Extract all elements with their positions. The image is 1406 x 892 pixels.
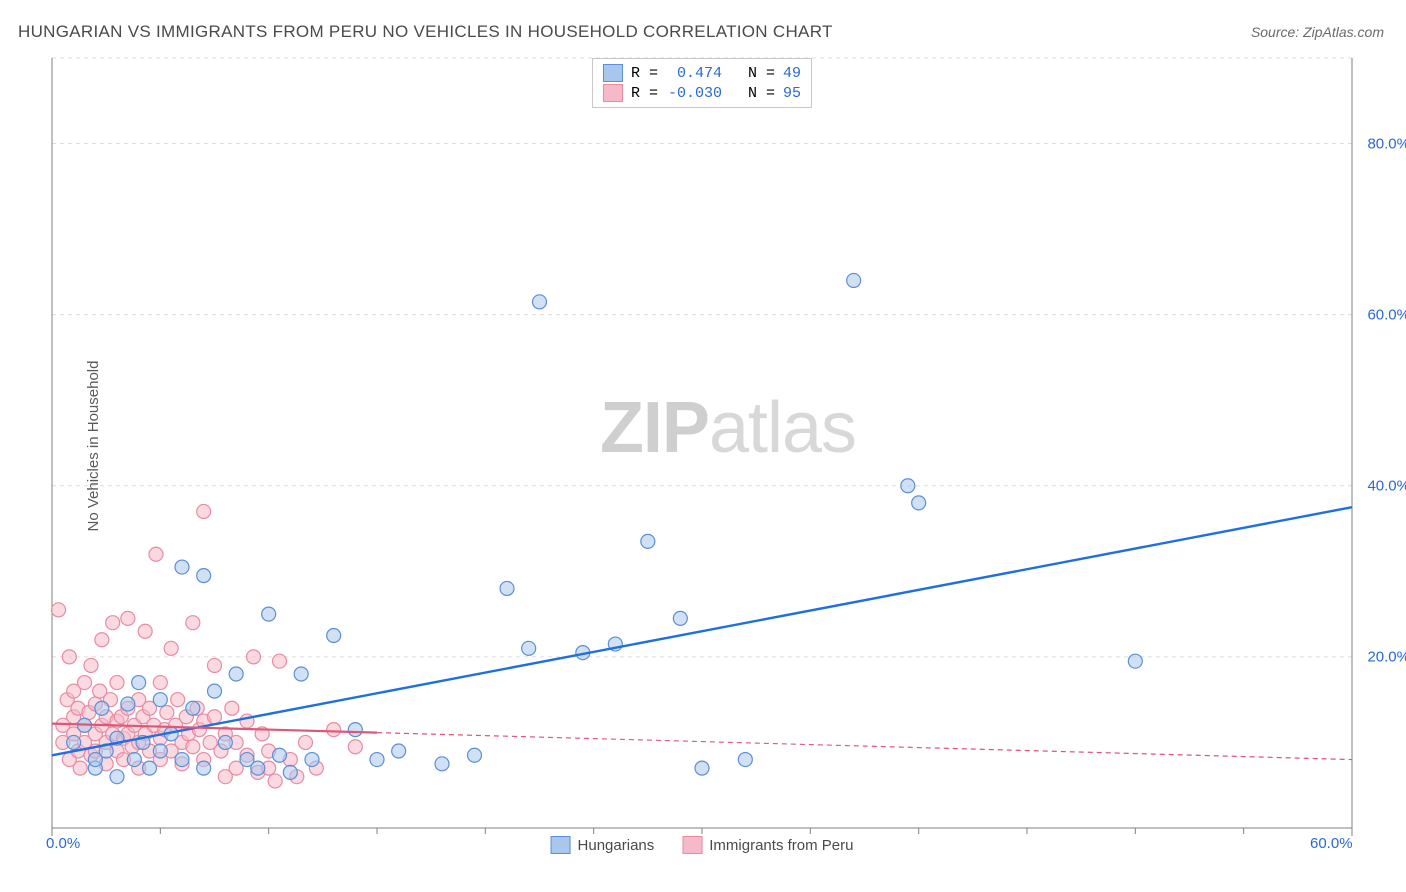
legend-swatch-hungarians bbox=[603, 64, 623, 82]
y-tick-label: 80.0% bbox=[1367, 135, 1406, 152]
legend-item-peru: Immigrants from Peru bbox=[682, 836, 853, 854]
x-tick-label: 0.0% bbox=[46, 835, 80, 852]
y-tick-label: 60.0% bbox=[1367, 306, 1406, 323]
chart-title: HUNGARIAN VS IMMIGRANTS FROM PERU NO VEH… bbox=[18, 22, 833, 42]
legend-label-peru: Immigrants from Peru bbox=[709, 837, 853, 854]
y-tick-label: 20.0% bbox=[1367, 648, 1406, 665]
legend-n-value-hungarians: 49 bbox=[783, 65, 801, 82]
legend-r-label: R = bbox=[631, 85, 658, 102]
legend-n-value-peru: 95 bbox=[783, 85, 801, 102]
legend-label-hungarians: Hungarians bbox=[578, 837, 655, 854]
y-tick-label: 40.0% bbox=[1367, 477, 1406, 494]
legend-series: Hungarians Immigrants from Peru bbox=[551, 836, 854, 854]
legend-r-label: R = bbox=[631, 65, 658, 82]
grid-layer bbox=[52, 58, 1352, 828]
legend-row-peru: R = -0.030 N = 95 bbox=[603, 83, 801, 103]
legend-swatch-peru-icon bbox=[682, 836, 702, 854]
legend-correlation-box: R = 0.474 N = 49 R = -0.030 N = 95 bbox=[592, 58, 812, 108]
legend-swatch-peru bbox=[603, 84, 623, 102]
legend-swatch-hungarians-icon bbox=[551, 836, 571, 854]
legend-n-label: N = bbox=[748, 65, 775, 82]
legend-n-label: N = bbox=[748, 85, 775, 102]
chart-svg bbox=[52, 58, 1352, 828]
source-label: Source: ZipAtlas.com bbox=[1251, 24, 1384, 40]
legend-item-hungarians: Hungarians bbox=[551, 836, 655, 854]
x-tick-label: 60.0% bbox=[1310, 835, 1353, 852]
plot-area: ZIPatlas R = 0.474 N = 49 R = -0.030 N =… bbox=[52, 58, 1352, 828]
legend-r-value-peru: -0.030 bbox=[666, 85, 722, 102]
legend-r-value-hungarians: 0.474 bbox=[666, 65, 722, 82]
legend-row-hungarians: R = 0.474 N = 49 bbox=[603, 63, 801, 83]
